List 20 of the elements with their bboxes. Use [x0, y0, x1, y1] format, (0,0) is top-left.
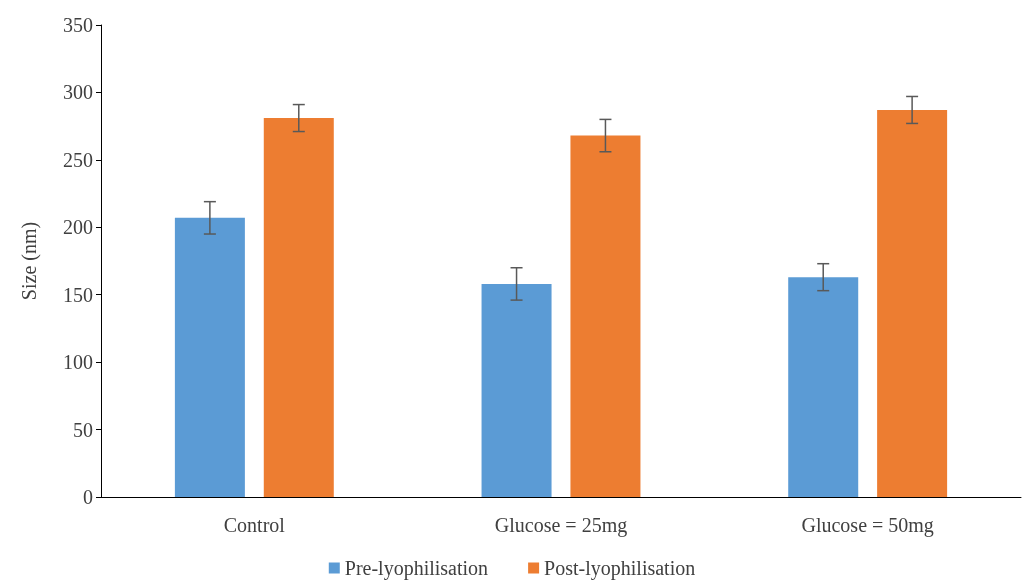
bar [174, 217, 245, 497]
bar [877, 109, 948, 497]
x-tick-label: Control [223, 514, 286, 536]
bar [570, 135, 641, 497]
y-tick-label: 0 [83, 486, 93, 508]
bar [263, 118, 334, 497]
legend-label: Pre-lyophilisation [344, 557, 489, 580]
legend-label: Post-lyophilisation [544, 557, 696, 580]
y-tick-label: 200 [63, 216, 93, 239]
y-tick-label: 150 [63, 283, 93, 306]
x-tick-label: Glucose = 25mg [494, 514, 628, 537]
x-tick-label: Glucose = 50mg [801, 514, 934, 537]
y-tick-label: 300 [63, 81, 93, 104]
y-tick-label: 250 [63, 148, 93, 171]
y-tick-label: 350 [63, 14, 93, 36]
y-tick-label: 50 [73, 418, 93, 441]
y-axis-title: Size (nm) [18, 221, 41, 301]
bar [481, 283, 552, 497]
y-tick-label: 100 [63, 351, 93, 374]
bar [788, 277, 859, 497]
